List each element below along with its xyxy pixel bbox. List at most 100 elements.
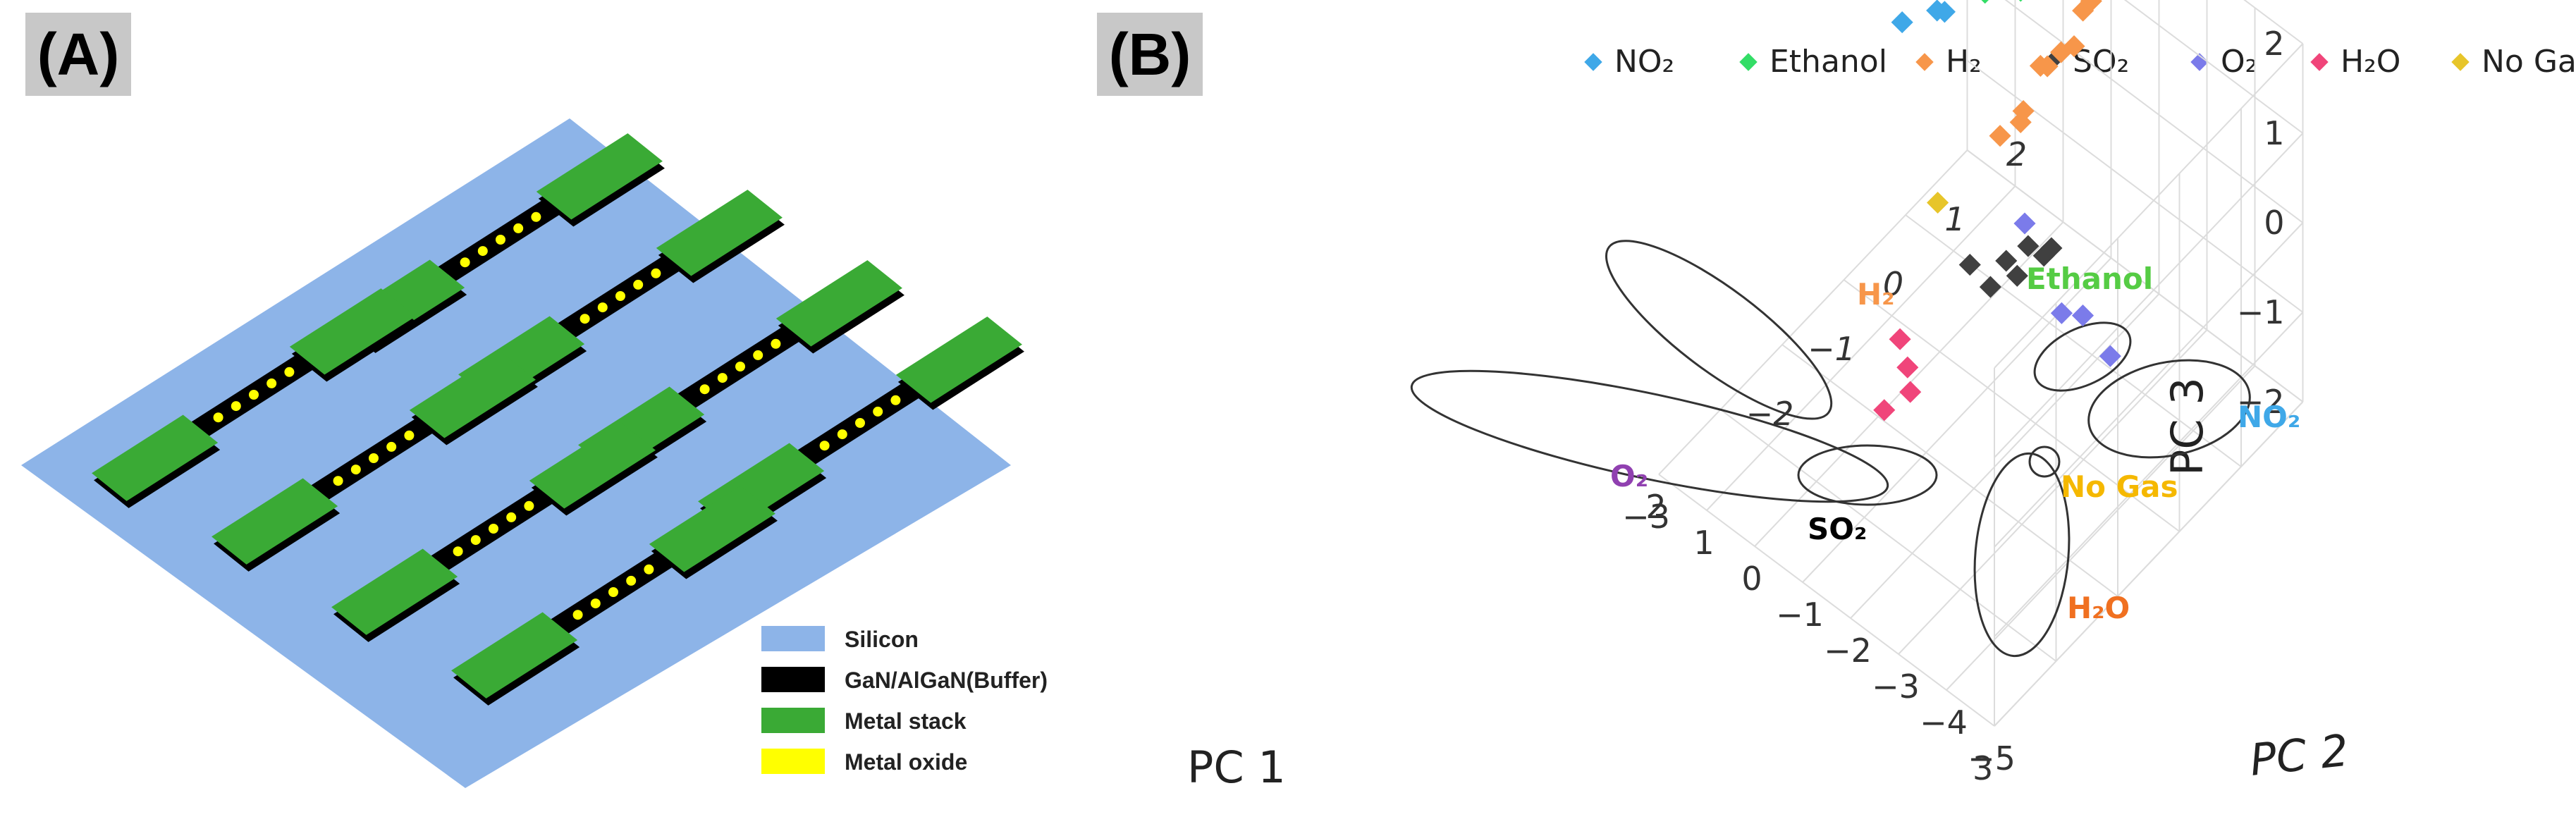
legend-marker: [1739, 53, 1758, 71]
metal-oxide-dot: [513, 223, 524, 233]
metal-oxide-dot: [453, 546, 463, 557]
x-axis-title: PC 1: [1187, 742, 1286, 793]
x-tick-label: 1: [1693, 524, 1714, 562]
cluster-outline-so2: [1797, 444, 1938, 506]
metal-oxide-dot: [579, 314, 590, 324]
metal-oxide-dot: [699, 384, 710, 395]
metal-oxide-dot: [489, 524, 498, 534]
x-tick-label: −3: [1872, 668, 1920, 706]
z-tick-label: 1: [2264, 114, 2284, 152]
legend-swatch-silicon: [761, 626, 825, 651]
legend-label: Ethanol: [1770, 44, 1887, 80]
cluster-outline-ethanol: [2033, 321, 2132, 392]
z-axis-title: PC 3: [2161, 377, 2213, 476]
floor-grid-line: [1898, 329, 2208, 655]
sensor-array: [92, 133, 1024, 706]
legend-label: No Gas: [2482, 44, 2576, 80]
metal-pad-right: [649, 486, 775, 572]
side-wall-grid-line: [1994, 43, 2304, 369]
data-point: [1995, 250, 2018, 272]
legend-label-metal-stack: Metal stack: [845, 708, 967, 734]
sensor-device: [331, 422, 658, 642]
metal-oxide-dot: [771, 338, 781, 349]
metal-oxide-dot: [506, 512, 517, 522]
legend-label-buffer: GaN/AlGaN(Buffer): [845, 668, 1048, 693]
floor-grid-line: [1719, 409, 2057, 662]
x-tick-label: 0: [1741, 560, 1762, 598]
silicon-substrate: [21, 118, 1011, 788]
floor-grid-line: [1843, 279, 2181, 532]
legend-swatch-buffer: [761, 667, 825, 692]
legend-swatch-metal-oxide: [761, 749, 825, 774]
metal-oxide-dot: [633, 279, 644, 290]
data-point: [2013, 212, 2036, 235]
data-point: [2017, 235, 2040, 257]
y-tick-label: 2: [2006, 135, 2027, 173]
metal-oxide-dot: [249, 390, 259, 400]
metal-oxide-dot: [404, 430, 415, 441]
back-wall-grid-line: [2123, 0, 2304, 134]
data-point: [1989, 125, 2011, 147]
z-tick-label: 2: [2264, 25, 2284, 63]
legend-label: O₂: [2221, 44, 2257, 80]
panel-a-label: (A): [25, 13, 131, 96]
metal-oxide-dot: [855, 418, 865, 428]
legend-swatch-metal-stack: [761, 708, 825, 733]
y-tick-label: 1: [1944, 200, 1965, 238]
cluster-outline-h2o: [1973, 452, 2071, 658]
floor-grid-line: [1781, 344, 2118, 597]
metal-pad-right: [409, 352, 536, 438]
sensor-device: [211, 352, 538, 572]
back-wall-grid-line: [2004, 0, 2304, 223]
metal-oxide-dot: [651, 268, 661, 278]
metal-oxide-dot: [284, 367, 295, 377]
metal-pad-left: [211, 478, 338, 565]
side-wall-grid-line: [1994, 133, 2304, 458]
metal-oxide-dot: [231, 401, 241, 412]
device-schematic: Silicon GaN/AlGaN(Buffer) Metal stack Me…: [21, 118, 1048, 788]
cluster-annotations: H₂ Ethanol NO₂ No Gas O₂ SO₂ H₂O: [1610, 262, 2300, 625]
data-point: [1927, 191, 1949, 214]
metal-oxide-dot: [213, 412, 223, 423]
cluster-outline-no-gas: [2028, 445, 2061, 478]
cluster-outline-h2: [1605, 240, 1833, 420]
cluster-annotation: NO₂: [2238, 400, 2300, 434]
z-tick-label: −1: [2237, 293, 2285, 331]
sensor-device: [458, 190, 785, 410]
metal-oxide-dot: [350, 465, 361, 475]
sensor-device: [451, 486, 778, 706]
y-tick-label: −1: [1808, 330, 1856, 368]
device-legend: Silicon GaN/AlGaN(Buffer) Metal stack Me…: [761, 626, 1048, 775]
data-point: [1899, 381, 1922, 403]
metal-oxide-dot: [717, 373, 728, 383]
metal-oxide-dot: [496, 235, 505, 245]
legend-label: NO₂: [1614, 44, 1674, 80]
x-tick-label: −1: [1776, 596, 1824, 634]
back-wall-grid-line: [2243, 0, 2304, 44]
cluster-outline-o2: [1410, 369, 1889, 503]
data-point: [1974, 0, 1997, 4]
data-point: [1896, 356, 1919, 379]
floor-grid-line: [1905, 214, 2242, 467]
side-wall-grid-line: [1994, 222, 2304, 548]
cluster-outline-no2: [2087, 359, 2251, 459]
sensor-device: [578, 260, 904, 480]
metal-pad-right: [536, 133, 663, 220]
legend-label-metal-oxide: Metal oxide: [845, 749, 967, 775]
metal-oxide-dot: [873, 406, 883, 417]
metal-oxide-dot: [470, 535, 481, 546]
metal-oxide-dot: [608, 587, 618, 597]
x-tick-label: 2: [1645, 488, 1666, 526]
legend-label-silicon: Silicon: [845, 627, 919, 652]
metal-oxide-dot: [524, 500, 534, 511]
data-point: [2009, 0, 2032, 2]
cluster-annotation: SO₂: [1808, 512, 1867, 546]
cluster-annotation: No Gas: [2061, 469, 2178, 504]
x-tick-label: −4: [1920, 703, 1968, 742]
metal-oxide-dot: [531, 211, 541, 222]
z-tick-label: 0: [2264, 204, 2284, 242]
metal-oxide-dot: [644, 564, 654, 574]
metal-pad-left: [451, 612, 578, 699]
